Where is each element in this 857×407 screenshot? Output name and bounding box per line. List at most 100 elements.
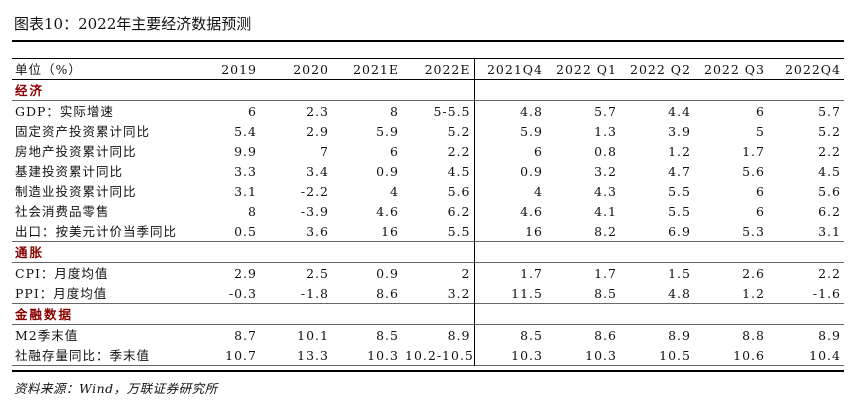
value-cell: 0.9 — [376, 265, 399, 281]
value-cell: 3.6 — [306, 223, 329, 239]
empty-cell — [188, 304, 260, 325]
empty-cell — [332, 80, 402, 101]
empty-cell — [402, 80, 474, 101]
column-header: 2022 Q1 — [556, 61, 617, 77]
row-label: 固定资产投资累计同比 — [15, 123, 151, 139]
value-cell: 8.9 — [818, 327, 841, 343]
empty-cell — [332, 242, 402, 263]
value-cell: 8.9 — [447, 327, 471, 343]
value-cell: 10.7 — [225, 347, 257, 363]
value-cell: 2.3 — [306, 103, 329, 119]
row-label: CPI：月度均值 — [15, 265, 109, 281]
column-header: 2021E — [353, 61, 399, 77]
value-cell: 4.5 — [447, 163, 471, 179]
value-cell: 8.5 — [376, 327, 399, 343]
value-cell: 4.6 — [376, 203, 399, 219]
value-cell: 6.2 — [447, 203, 471, 219]
value-cell: 6 — [756, 203, 765, 219]
table-body: 经济 GDP：实际增速 6 2.3 8 5-5.5 4.8 5.7 4.4 6 5.7 固定资产投资累… — [12, 79, 844, 366]
table-row: 出口：按美元计价当季同比 0.5 3.6 16 5.5 16 8.2 6.9 5.3 3.1 — [12, 221, 844, 242]
empty-cell — [473, 79, 546, 101]
value-cell: 1.3 — [594, 123, 617, 139]
value-cell: 10.5 — [659, 347, 691, 363]
value-cell: 8.5 — [473, 324, 546, 345]
value-cell: 10.3 — [367, 347, 399, 363]
value-cell: 5.6 — [447, 183, 471, 199]
value-cell: 16 — [473, 221, 546, 242]
value-cell: 8 — [248, 203, 257, 219]
column-header: 2022 Q2 — [630, 61, 691, 77]
value-cell: 5.4 — [234, 123, 257, 139]
value-cell: 4 — [390, 183, 399, 199]
value-cell: 4.5 — [818, 163, 841, 179]
value-cell: 5.5 — [668, 183, 691, 199]
empty-cell — [546, 242, 620, 263]
section-title: 通胀 — [15, 244, 45, 260]
value-cell: 1.2 — [742, 285, 765, 301]
table-header-row: 单位（%） 2019 2020 2021E 2022E 2021Q4 2022 … — [12, 58, 844, 80]
empty-cell — [768, 242, 844, 263]
value-cell: 5.5 — [447, 223, 471, 239]
value-cell: 10.1 — [297, 327, 329, 343]
empty-cell — [188, 242, 260, 263]
empty-cell — [694, 304, 768, 325]
empty-cell — [473, 241, 546, 263]
value-cell: 4.4 — [668, 103, 691, 119]
figure-title: 图表10：2022年主要经济数据预测 — [14, 15, 252, 33]
empty-cell — [768, 304, 844, 325]
value-cell: 1.5 — [668, 265, 691, 281]
bottom-rule — [12, 370, 844, 372]
value-cell: 2.6 — [742, 265, 765, 281]
value-cell: 5.9 — [376, 123, 399, 139]
value-cell: 0.9 — [376, 163, 399, 179]
row-label: 基建投资累计同比 — [15, 163, 124, 179]
value-cell: 2.9 — [306, 123, 329, 139]
value-cell: 5.3 — [742, 223, 765, 239]
value-cell: 10.4 — [809, 347, 841, 363]
value-cell: 5.6 — [818, 183, 841, 199]
table-row: 制造业投资累计同比 3.1 -2.2 4 5.6 4 4.3 5.5 6 5.6 — [12, 181, 844, 201]
value-cell: 6 — [248, 103, 257, 119]
value-cell: 3.1 — [818, 223, 841, 239]
empty-cell — [620, 304, 694, 325]
value-cell: 4.3 — [594, 183, 617, 199]
empty-cell — [260, 304, 332, 325]
table-row: 房地产投资累计同比 9.9 7 6 2.2 6 0.8 1.2 1.7 2.2 — [12, 141, 844, 161]
value-cell: 5.6 — [742, 163, 765, 179]
value-cell: 6 — [756, 183, 765, 199]
table-row: PPI：月度均值 -0.3 -1.8 8.6 3.2 11.5 8.5 4.8 1.2 -1.6 — [12, 283, 844, 304]
column-header: 2020 — [293, 61, 329, 77]
empty-cell — [402, 304, 474, 325]
value-cell: 10.6 — [733, 347, 765, 363]
row-label: PPI：月度均值 — [15, 285, 108, 301]
value-cell: 3.2 — [594, 163, 617, 179]
empty-cell — [768, 80, 844, 101]
row-label: 房地产投资累计同比 — [15, 143, 137, 159]
value-cell: 4.8 — [473, 100, 546, 121]
empty-cell — [620, 242, 694, 263]
value-cell: 6 — [756, 103, 765, 119]
table-row: M2季末值 8.7 10.1 8.5 8.9 8.5 8.6 8.9 8.8 8.9 — [12, 324, 844, 345]
section-title: 经济 — [15, 82, 45, 98]
section-title: 金融数据 — [15, 306, 74, 322]
section-row: 通胀 — [12, 241, 844, 263]
value-cell: 5.7 — [594, 103, 617, 119]
column-header: 2022 Q3 — [704, 61, 765, 77]
value-cell: 9.9 — [234, 143, 257, 159]
value-cell: 2.9 — [234, 265, 257, 281]
value-cell: 4.7 — [668, 163, 691, 179]
empty-cell — [188, 80, 260, 101]
value-cell: 0.8 — [594, 143, 617, 159]
value-cell: 6 — [390, 143, 399, 159]
column-header: 2021Q4 — [473, 58, 546, 80]
empty-cell — [332, 304, 402, 325]
value-cell: 4.6 — [473, 201, 546, 221]
row-label: 社会消费品零售 — [15, 203, 110, 219]
empty-cell — [694, 80, 768, 101]
value-cell: 4.8 — [668, 285, 691, 301]
value-cell: 0.5 — [234, 223, 257, 239]
empty-cell — [620, 80, 694, 101]
value-cell: 8.6 — [594, 327, 617, 343]
value-cell: 3.4 — [306, 163, 329, 179]
value-cell: 5-5.5 — [433, 103, 471, 119]
